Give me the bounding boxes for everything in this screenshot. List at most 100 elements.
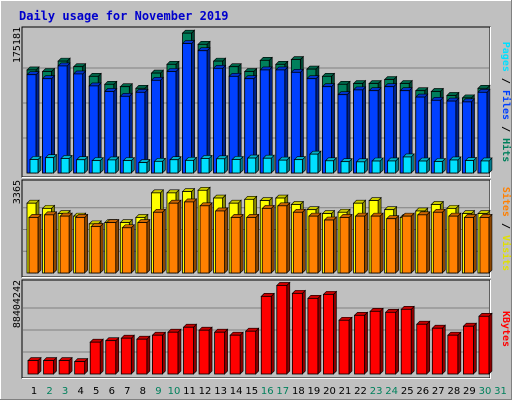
- bar-sites-day-2: [43, 211, 58, 274]
- day-label-16: 16: [261, 386, 274, 397]
- bar-pages-day-20: [324, 157, 338, 174]
- bar-sites-day-6: [106, 218, 120, 274]
- bar-pages-day-3: [60, 154, 73, 174]
- bar-kbytes-day-20: [322, 290, 338, 375]
- bar-pages-day-21: [340, 157, 353, 174]
- bar-sites-day-22: [354, 212, 369, 274]
- day-label-29: 29: [463, 386, 476, 397]
- day-label-28: 28: [447, 386, 460, 397]
- bar-sites-day-8: [137, 218, 151, 274]
- day-label-21: 21: [339, 386, 352, 397]
- bar-files-day-18: [290, 68, 305, 174]
- bar-pages-day-8: [138, 158, 151, 174]
- bar-pages-day-9: [153, 157, 167, 174]
- bar-kbytes-day-2: [42, 356, 58, 375]
- bar-files-day-19: [306, 74, 320, 174]
- ylabel-files: Files: [500, 90, 512, 120]
- ylabel-hits: Hits: [500, 138, 512, 162]
- day-label-24: 24: [385, 386, 398, 397]
- bar-sites-day-24: [385, 214, 400, 274]
- day-label-22: 22: [354, 386, 367, 397]
- bar-pages-day-13: [215, 155, 229, 174]
- bar-kbytes-day-12: [198, 326, 213, 375]
- bar-pages-day-5: [91, 156, 104, 174]
- day-label-11: 11: [183, 386, 196, 397]
- bar-pages-day-23: [371, 157, 384, 174]
- bar-kbytes-day-29: [462, 322, 478, 375]
- bar-sites-day-19: [308, 212, 322, 274]
- bar-kbytes-day-22: [353, 311, 369, 375]
- hits-files-pages-panel: 175181 Pages / Files / Hits: [12, 26, 512, 178]
- bar-kbytes-day-23: [369, 307, 384, 375]
- bar-sites-day-3: [59, 212, 73, 274]
- day-label-19: 19: [308, 386, 321, 397]
- bar-pages-day-22: [355, 158, 369, 174]
- bar-kbytes-day-7: [120, 334, 136, 375]
- day-label-1: 1: [31, 386, 37, 397]
- bar-pages-day-29: [464, 156, 478, 174]
- bar-kbytes-day-16: [260, 292, 275, 375]
- day-label-10: 10: [168, 386, 181, 397]
- bar-pages-day-25: [402, 153, 415, 174]
- bar-sites-day-15: [245, 213, 260, 274]
- day-labels: 1 2 3 4 5 6 7 8 9 10 11 12 13 14 15 16 17 18 19 20 21 22 23 24 2…: [31, 386, 507, 397]
- bar-kbytes-day-14: [229, 331, 244, 375]
- bar-sites-day-10: [168, 199, 182, 274]
- bar-pages-day-11: [184, 156, 198, 174]
- bar-sites-day-29: [463, 213, 478, 274]
- day-label-27: 27: [432, 386, 445, 397]
- bar-kbytes-day-21: [338, 316, 353, 375]
- day-label-18: 18: [292, 386, 305, 397]
- bar-pages-day-1: [29, 155, 42, 174]
- bar-sites-day-12: [199, 202, 213, 274]
- bar-kbytes-day-30: [478, 312, 493, 375]
- ylabel-kbytes: KBytes: [500, 311, 511, 347]
- panel-max-label: 88404242: [12, 280, 23, 328]
- bar-sites-day-7: [121, 224, 136, 274]
- bar-pages-day-26: [418, 157, 431, 174]
- day-label-30: 30: [479, 386, 492, 397]
- day-label-8: 8: [140, 386, 146, 397]
- day-label-3: 3: [62, 386, 68, 397]
- ylabel-pages: Pages: [500, 42, 511, 72]
- bar-pages-day-27: [433, 157, 447, 174]
- svg-text:Pages /: Pages / Files / Hits: [500, 42, 512, 162]
- bar-sites-day-4: [74, 213, 89, 274]
- bar-kbytes-day-4: [73, 357, 89, 375]
- bar-files-day-8: [135, 88, 149, 174]
- bar-sites-day-13: [214, 207, 229, 274]
- bar-sites-day-18: [292, 208, 307, 274]
- panel-ylabel: Sites / Visits: [500, 187, 512, 271]
- bar-kbytes-day-13: [213, 328, 229, 375]
- svg-text:KBytes: KBytes: [500, 311, 511, 347]
- bar-kbytes-day-1: [27, 356, 42, 375]
- bar-pages-day-28: [449, 156, 462, 174]
- day-label-5: 5: [93, 386, 99, 397]
- bar-kbytes-day-8: [136, 335, 151, 375]
- day-label-7: 7: [124, 386, 130, 397]
- bars: [27, 281, 493, 375]
- panel-ylabel: Pages / Files / Hits: [500, 42, 512, 162]
- bar-files-day-6: [104, 87, 118, 174]
- bar-files-day-4: [72, 70, 87, 174]
- bar-kbytes-day-28: [447, 331, 462, 375]
- bar-kbytes-day-9: [151, 331, 167, 375]
- day-label-9: 9: [155, 386, 161, 397]
- bar-kbytes-day-6: [105, 336, 120, 375]
- bar-kbytes-day-18: [291, 289, 307, 375]
- bar-pages-day-12: [200, 154, 213, 174]
- bar-pages-day-24: [386, 157, 400, 174]
- bar-kbytes-day-24: [384, 308, 400, 375]
- bar-pages-day-30: [480, 157, 493, 174]
- day-label-17: 17: [276, 386, 289, 397]
- ylabel-sep-2: /: [500, 126, 511, 138]
- day-label-4: 4: [77, 386, 83, 397]
- bar-pages-day-17: [278, 156, 291, 174]
- day-label-13: 13: [214, 386, 227, 397]
- day-label-25: 25: [401, 386, 414, 397]
- bar-sites-day-11: [183, 198, 198, 274]
- bar-pages-day-16: [262, 154, 275, 174]
- ylabel-sep-1: /: [500, 223, 511, 235]
- bar-kbytes-day-10: [167, 328, 182, 375]
